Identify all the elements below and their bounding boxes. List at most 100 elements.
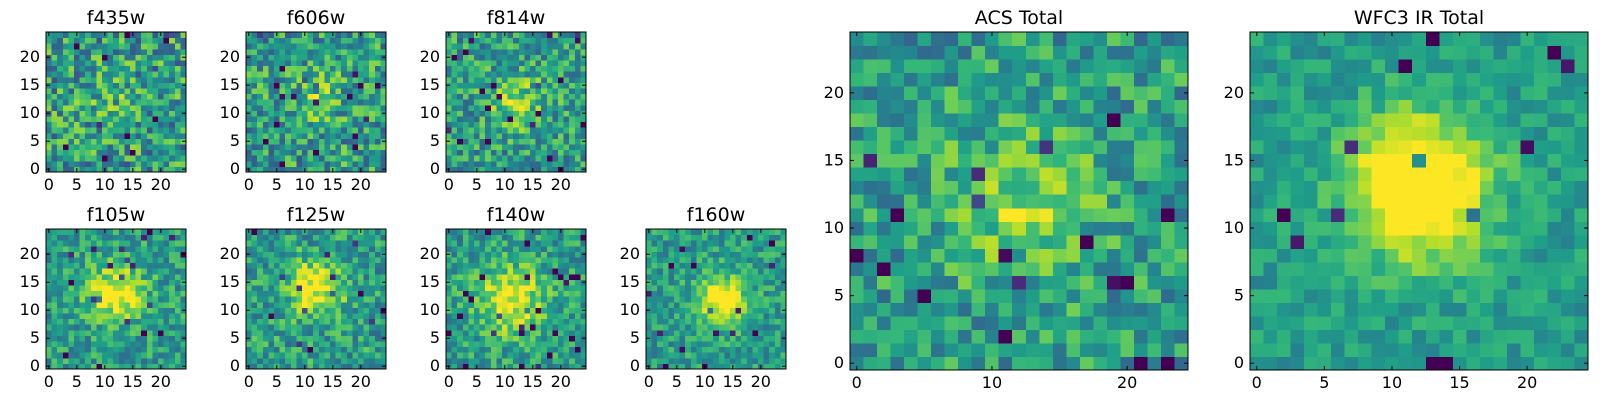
heatmap-cell [457,110,464,117]
heatmap-cell [141,54,148,61]
heatmap-cell [352,144,359,151]
heatmap-cell [57,37,64,44]
heatmap-cell [152,110,159,117]
heatmap-cell [174,341,181,348]
heatmap-cell [774,346,781,353]
heatmap-cell [90,60,97,67]
heatmap-cell [290,82,297,89]
heatmap-cell [552,240,559,247]
heatmap-cell [468,273,475,280]
heatmap-cell [490,257,497,264]
heatmap-cell [746,234,753,241]
heatmap-cell [998,234,1013,249]
heatmap-cell [163,290,170,297]
heatmap-cell [96,132,103,139]
heatmap-cell [530,290,537,297]
heatmap-cell [1025,207,1040,222]
heatmap-cell [296,160,303,167]
heatmap-cell [302,357,309,364]
heatmap-cell [457,313,464,320]
heatmap-cell [696,245,703,252]
heatmap-cell [496,296,503,303]
heatmap-cell [57,245,64,252]
heatmap-cell [268,155,275,162]
heatmap-cell [518,93,525,100]
heatmap-cell [96,318,103,325]
heatmap-cell [124,121,131,128]
heatmap-cell [130,262,137,269]
heatmap-cell [758,313,765,320]
heatmap-cell [917,329,932,344]
heatmap-cell [696,324,703,331]
heatmap-cell [285,357,292,364]
heatmap-cell [931,194,946,209]
heatmap-cell [318,229,325,236]
heatmap-cell [274,240,281,247]
heatmap-cell [107,307,114,314]
heatmap-cell [769,335,776,342]
heatmap-cell [474,82,481,89]
heatmap-cell [877,248,892,263]
heatmap-cell [358,234,365,241]
heatmap-cell [780,324,787,331]
heatmap-cell [763,324,770,331]
heatmap-cell [1106,315,1121,330]
heatmap-cell [713,324,720,331]
heatmap-cell [274,262,281,269]
heatmap-cell [51,352,58,359]
heatmap-cell [468,160,475,167]
heatmap-cell [251,127,258,134]
heatmap-cell [524,127,531,134]
heatmap-cell [479,329,486,336]
heatmap-cell [363,127,370,134]
heatmap-cell [363,37,370,44]
heatmap-cell [307,307,314,314]
heatmap-cell [552,71,559,78]
heatmap-cell [758,251,765,258]
heatmap-cell [358,268,365,275]
heatmap-cell [152,76,159,83]
heatmap-cell [485,363,492,370]
heatmap-cell [296,76,303,83]
heatmap-cell [496,363,503,370]
heatmap-cell [1147,302,1162,317]
heatmap-cell [107,93,114,100]
heatmap-cell [85,318,92,325]
heatmap-cell [507,251,514,258]
heatmap-cell [62,329,69,336]
heatmap-cell [735,245,742,252]
heatmap-cell [296,352,303,359]
heatmap-cell [335,301,342,308]
heatmap-cell [462,32,469,39]
heatmap-cell [341,166,348,173]
heatmap-cell [262,104,269,111]
heatmap-cell [474,352,481,359]
heatmap-cell [180,43,187,50]
heatmap-cell [335,363,342,370]
heatmap-cell [146,37,153,44]
heatmap-cell [774,234,781,241]
heatmap-cell [113,329,120,336]
heatmap-cell [79,290,86,297]
heatmap-cell [146,32,153,39]
heatmap-cell [262,262,269,269]
heatmap-cell [530,149,537,156]
heatmap-cell [541,363,548,370]
heatmap-cell [113,296,120,303]
heatmap-cell [1174,275,1189,290]
heatmap-cell [524,279,531,286]
heatmap-cell [451,132,458,139]
heatmap-cell [563,71,570,78]
heatmap-cell [496,262,503,269]
heatmap-cell [296,37,303,44]
heatmap-cell [274,60,281,67]
heatmap-cell [479,290,486,297]
heatmap-cell [451,279,458,286]
heatmap-cell [158,116,165,123]
heatmap-cell [296,296,303,303]
heatmap-cell [541,116,548,123]
heatmap-cell [1079,342,1094,357]
heatmap-cell [971,356,986,371]
heatmap-cell [246,43,253,50]
heatmap-cell [124,313,131,320]
